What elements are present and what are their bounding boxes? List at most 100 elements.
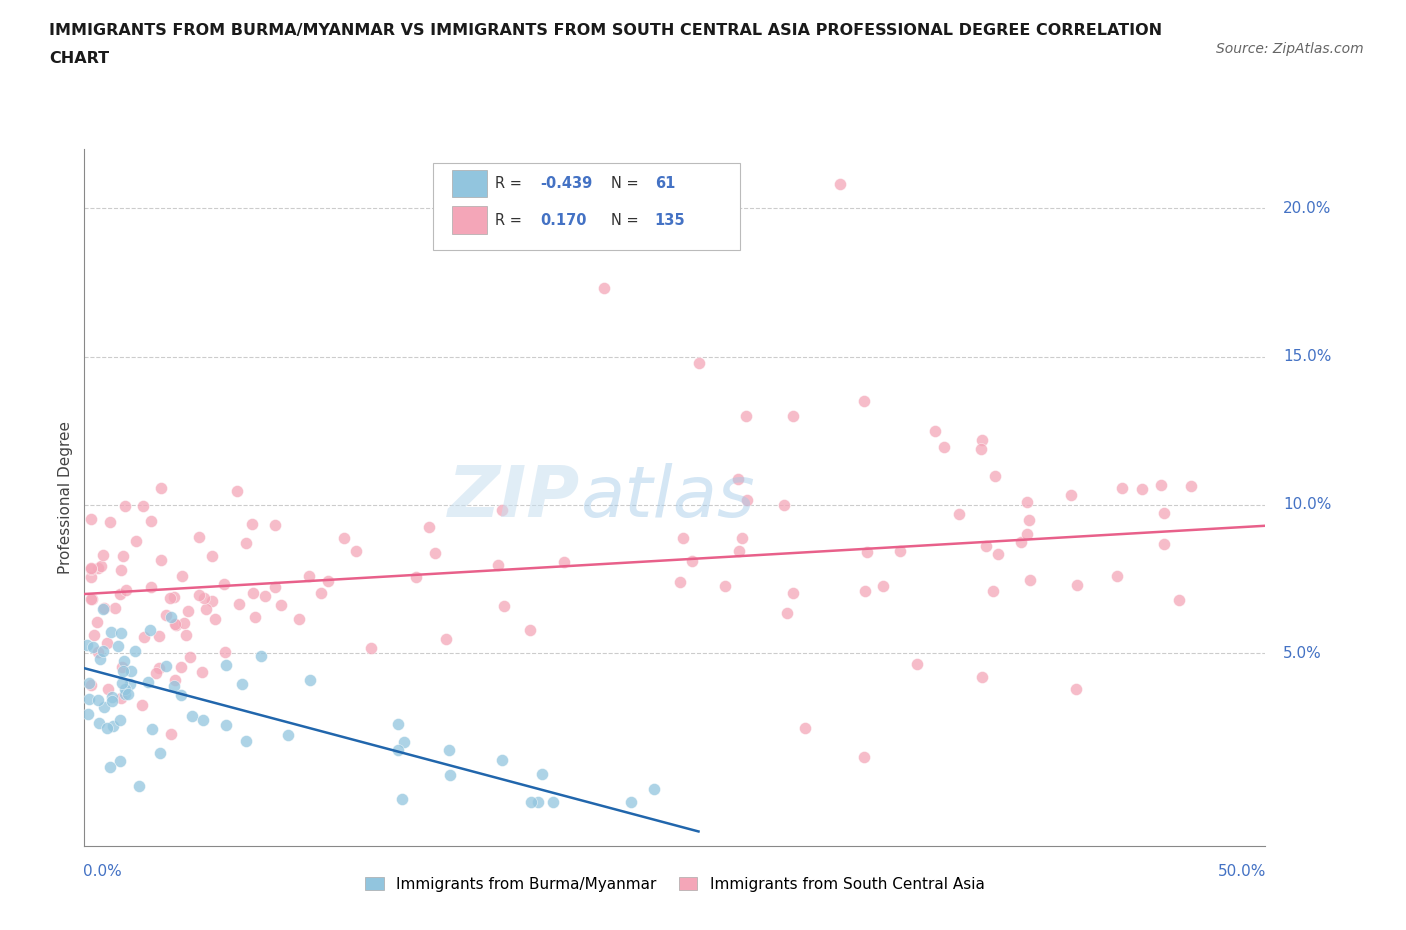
Point	[114, 582, 136, 597]
Point	[108, 754, 131, 769]
Point	[1180, 478, 1202, 493]
Point	[643, 782, 665, 797]
Point	[853, 584, 876, 599]
Point	[163, 589, 186, 604]
Point	[852, 750, 875, 764]
Point	[425, 545, 447, 560]
Point	[387, 742, 409, 757]
Point	[226, 484, 249, 498]
Point	[174, 628, 197, 643]
Point	[387, 717, 409, 732]
Point	[1060, 487, 1083, 502]
Point	[87, 561, 110, 576]
Point	[87, 644, 110, 659]
Point	[110, 675, 132, 690]
Point	[91, 547, 114, 562]
Point	[235, 734, 257, 749]
Point	[974, 538, 997, 553]
Point	[924, 423, 946, 438]
Point	[110, 563, 132, 578]
FancyBboxPatch shape	[451, 206, 486, 234]
Point	[392, 735, 415, 750]
Point	[87, 693, 110, 708]
Point	[179, 650, 201, 665]
Text: R =: R =	[495, 176, 527, 191]
Point	[215, 718, 238, 733]
Point	[872, 578, 894, 593]
Point	[298, 568, 321, 583]
Point	[491, 502, 513, 517]
Point	[110, 659, 132, 674]
Point	[150, 481, 173, 496]
Point	[250, 648, 273, 663]
Point	[136, 675, 159, 690]
Point	[905, 657, 928, 671]
Point	[110, 690, 132, 705]
Point	[727, 472, 749, 486]
Text: -0.439: -0.439	[540, 176, 592, 191]
Point	[201, 549, 224, 564]
Point	[346, 544, 368, 559]
Point	[830, 177, 852, 192]
FancyBboxPatch shape	[451, 169, 486, 197]
Point	[134, 630, 156, 644]
Point	[688, 355, 710, 370]
Point	[148, 629, 170, 644]
Point	[405, 569, 427, 584]
Point	[170, 569, 193, 584]
Legend: Immigrants from Burma/Myanmar, Immigrants from South Central Asia: Immigrants from Burma/Myanmar, Immigrant…	[359, 870, 991, 898]
Point	[316, 574, 339, 589]
Point	[889, 543, 911, 558]
Point	[277, 728, 299, 743]
Point	[148, 660, 170, 675]
Text: 50.0%: 50.0%	[1218, 864, 1267, 879]
Y-axis label: Professional Degree: Professional Degree	[58, 421, 73, 574]
Point	[139, 513, 162, 528]
Point	[240, 516, 263, 531]
Point	[1018, 573, 1040, 588]
Point	[1010, 535, 1032, 550]
Point	[86, 615, 108, 630]
Text: R =: R =	[495, 213, 527, 228]
Point	[101, 689, 124, 704]
Point	[191, 712, 214, 727]
Point	[82, 591, 104, 606]
Point	[98, 760, 121, 775]
Point	[110, 626, 132, 641]
Point	[93, 600, 115, 615]
Point	[298, 673, 321, 688]
Point	[1066, 682, 1088, 697]
Point	[773, 498, 796, 512]
Point	[145, 666, 167, 681]
Point	[80, 591, 103, 606]
Point	[243, 609, 266, 624]
Point	[735, 493, 758, 508]
Point	[159, 726, 181, 741]
Point	[1111, 481, 1133, 496]
Text: 61: 61	[655, 176, 675, 191]
Text: Source: ZipAtlas.com: Source: ZipAtlas.com	[1216, 42, 1364, 56]
Point	[1132, 482, 1154, 497]
Point	[1066, 578, 1088, 592]
Point	[150, 552, 173, 567]
Point	[856, 544, 879, 559]
Point	[89, 651, 111, 666]
Point	[159, 610, 181, 625]
Point	[132, 498, 155, 513]
Point	[852, 393, 875, 408]
Point	[491, 752, 513, 767]
Point	[80, 677, 103, 692]
Point	[101, 718, 124, 733]
Point	[235, 536, 257, 551]
Text: 0.0%: 0.0%	[83, 864, 122, 879]
Point	[793, 720, 815, 735]
Point	[111, 663, 134, 678]
Point	[214, 644, 236, 659]
Text: 15.0%: 15.0%	[1284, 349, 1331, 364]
Point	[93, 699, 115, 714]
Point	[90, 558, 112, 573]
Point	[360, 641, 382, 656]
Point	[107, 639, 129, 654]
Point	[108, 713, 131, 728]
Point	[93, 644, 115, 658]
